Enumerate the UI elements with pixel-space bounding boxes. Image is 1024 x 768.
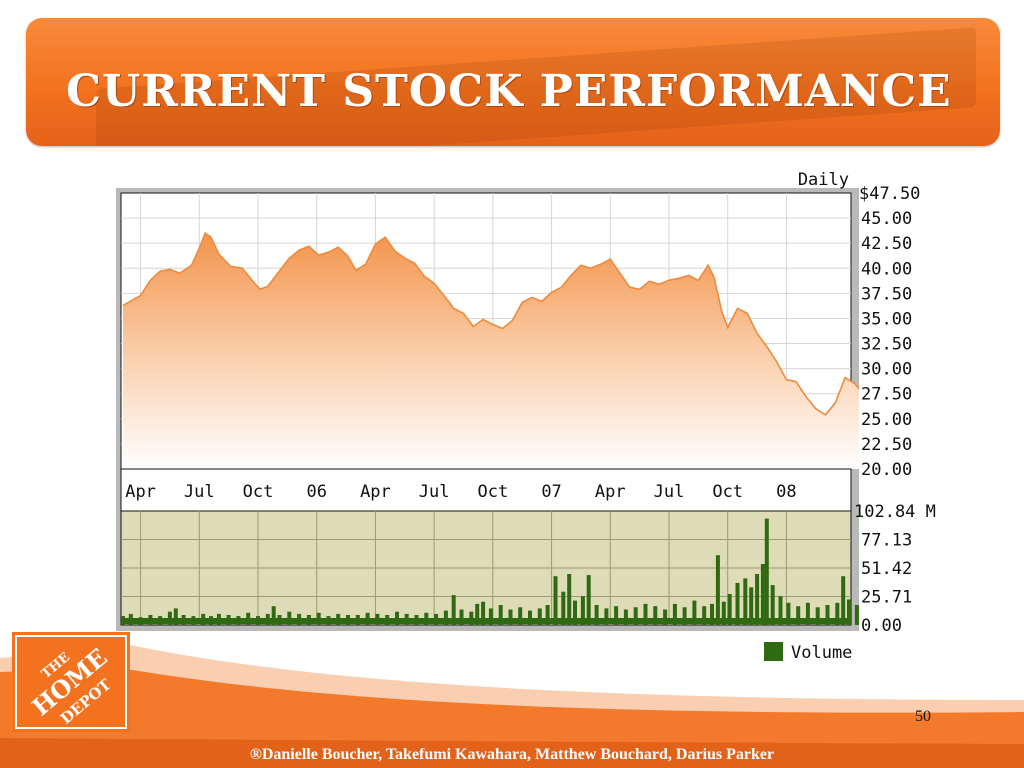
volume-bar [854,605,859,625]
volume-bar [770,585,775,625]
x-tick-label: Apr [595,482,626,502]
volume-bar [760,564,765,625]
volume-bar [749,587,754,625]
x-tick-label: 07 [541,482,561,502]
volume-bar [735,582,740,625]
period-label: Daily [798,170,849,190]
volume-bar [727,594,732,625]
price-tick-label: 40.00 [861,259,912,279]
x-tick-label: Oct [477,482,508,502]
volume-baseline [122,618,850,624]
volume-bar [692,600,697,625]
volume-tick-label: 102.84 M [854,502,936,522]
volume-tick-label: 51.42 [861,559,912,579]
price-tick-label: 42.50 [861,234,912,254]
price-tick-label: 35.00 [861,309,912,329]
volume-bar [561,591,566,625]
volume-bar [786,602,791,625]
volume-bar [553,576,558,625]
price-tick-label: 45.00 [861,209,912,229]
volume-bar [743,578,748,625]
volume-bar [545,605,550,625]
volume-bar [498,605,503,625]
volume-bar [715,555,720,625]
price-tick-label: 32.50 [861,335,912,355]
chart-legend: Volume [764,642,852,663]
volume-bar [537,608,542,625]
volume-bar [567,574,572,625]
volume-bar [475,603,480,625]
x-tick-label: Oct [712,482,743,502]
x-tick-label: 06 [306,482,326,502]
x-tick-label: Jul [184,482,215,502]
volume-bar [682,607,687,625]
volume-bar [702,606,707,625]
price-tick-label: $47.50 [859,184,920,204]
title-banner: Current Stock Performance [26,18,1000,146]
volume-bar [815,607,820,625]
volume-bar [778,596,783,625]
volume-bar [764,518,769,625]
volume-bar [710,603,714,625]
volume-bar [653,606,658,625]
volume-bar [796,606,801,625]
slide-title: Current Stock Performance [66,66,952,117]
volume-bar [443,610,448,625]
volume-bar [633,607,638,625]
stock-chart: Apr Jul Oct 06 Apr Jul Oct 07 Apr Jul Oct 08 [116,188,859,631]
price-tick-label: 27.50 [861,385,912,405]
volume-bar [825,605,830,625]
volume-bar [623,609,628,625]
price-tick-label: 37.50 [861,284,912,304]
x-tick-label: Jul [654,482,685,502]
footer-credits: ®Danielle Boucher, Takefumi Kawahara, Ma… [249,746,775,763]
volume-bar [643,603,648,625]
page-number: 50 [915,708,931,725]
volume-bar [518,607,523,625]
volume-bar [672,603,677,625]
x-tick-label: Oct [243,482,274,502]
home-depot-logo: THE HOME DEPOT [12,632,130,732]
price-area [122,233,859,469]
price-tick-label: 22.50 [861,435,912,455]
volume-bar [481,601,486,625]
volume-tick-label: 25.71 [861,588,912,608]
volume-bar [488,608,493,625]
chart-canvas: Apr Jul Oct 06 Apr Jul Oct 07 Apr Jul Oct 08 [120,192,859,626]
volume-bar [841,576,846,625]
x-tick-label: Apr [125,482,156,502]
volume-bar [594,605,599,625]
volume-tick-label: 77.13 [861,531,912,551]
volume-bar [528,610,532,625]
x-tick-label: 08 [776,482,796,502]
x-tick-label: Jul [419,482,450,502]
volume-bar [573,600,577,625]
volume-legend-label: Volume [791,643,853,663]
volume-bar [663,609,668,625]
volume-bar [451,595,456,625]
volume-bar [586,575,591,625]
volume-bar [271,606,276,625]
volume-bar [755,574,760,625]
x-tick-band [120,468,852,512]
price-tick-label: 25.00 [861,410,912,430]
price-line [122,231,859,416]
volume-bar [604,608,609,625]
volume-bar [173,608,178,625]
volume-bar [847,599,851,625]
volume-legend-swatch [764,642,783,661]
volume-bar [459,609,464,625]
volume-bar [805,602,810,625]
volume-bar [580,596,585,625]
x-tick-label: Apr [360,482,391,502]
volume-bar [508,609,513,625]
price-tick-label: 20.00 [861,460,912,480]
volume-bar [721,601,726,625]
volume-bar [835,602,840,625]
volume-bar [614,606,619,625]
price-tick-label: 30.00 [861,360,912,380]
volume-tick-label: 0.00 [861,616,902,636]
